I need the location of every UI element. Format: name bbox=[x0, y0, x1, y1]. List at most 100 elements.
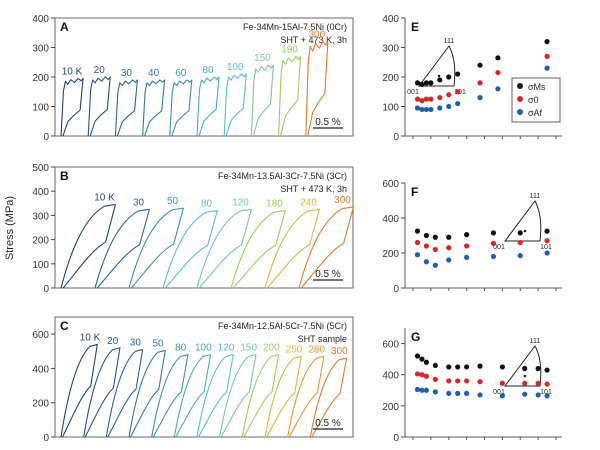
stress-strain-curve bbox=[241, 354, 280, 438]
data-point bbox=[495, 69, 501, 76]
curve-temperature-label: 80 bbox=[201, 199, 213, 210]
stress-strain-curve bbox=[151, 354, 189, 438]
data-point bbox=[432, 362, 438, 368]
stress-strain-curve bbox=[196, 354, 234, 438]
data-point bbox=[544, 65, 550, 71]
curve-temperature-label: 190 bbox=[281, 44, 298, 55]
y-tick-label: 300 bbox=[32, 211, 49, 222]
y-tick-label: 300 bbox=[382, 44, 399, 55]
data-point bbox=[517, 230, 523, 236]
panel-subtitle: SHT + 473 K, 3h bbox=[280, 184, 347, 194]
stress-strain-curve bbox=[287, 355, 325, 438]
pole-label-111: 111 bbox=[530, 193, 541, 200]
data-point bbox=[414, 105, 421, 111]
data-point bbox=[428, 96, 434, 102]
legend-label: σAf bbox=[528, 108, 543, 118]
data-point bbox=[414, 386, 421, 393]
data-point bbox=[423, 96, 430, 102]
y-tick-label: 200 bbox=[382, 73, 399, 84]
stress-strain-curve bbox=[60, 203, 116, 289]
stress-strain-curve bbox=[94, 208, 150, 289]
stress-strain-curve bbox=[196, 208, 252, 289]
curve-temperature-label: 240 bbox=[300, 197, 317, 208]
y-tick-label: 200 bbox=[32, 73, 49, 84]
data-point bbox=[499, 380, 505, 386]
data-point bbox=[490, 253, 497, 260]
stress-strain-curve bbox=[264, 355, 302, 438]
data-point bbox=[455, 71, 461, 77]
data-point bbox=[423, 373, 430, 379]
panel-letter: G bbox=[411, 330, 420, 344]
data-point bbox=[428, 80, 434, 86]
scale-bar-label: 0.5 % bbox=[315, 117, 341, 128]
scale-bar-label: 0.5 % bbox=[315, 269, 341, 280]
data-point bbox=[414, 228, 421, 234]
data-point bbox=[437, 77, 443, 83]
pole-label-111: 111 bbox=[530, 338, 541, 345]
data-point bbox=[499, 364, 505, 370]
panel-letter: A bbox=[60, 20, 69, 34]
data-point bbox=[455, 390, 461, 396]
data-point bbox=[414, 96, 421, 102]
y-tick-label: 200 bbox=[382, 402, 399, 413]
data-point bbox=[446, 234, 452, 240]
data-point bbox=[414, 353, 421, 359]
data-point bbox=[464, 364, 470, 370]
curve-temperature-label: 50 bbox=[167, 196, 179, 207]
pole-label-101: 101 bbox=[540, 389, 552, 396]
data-point bbox=[544, 393, 550, 399]
curve-temperature-label: 80 bbox=[202, 65, 214, 76]
data-point bbox=[495, 86, 501, 92]
data-point bbox=[544, 381, 550, 387]
data-point bbox=[446, 257, 452, 263]
data-point bbox=[446, 103, 452, 110]
data-point bbox=[490, 240, 497, 246]
panel-subtitle: SHT + 473 K, 3h bbox=[280, 35, 347, 45]
pole-figure-marker bbox=[437, 74, 441, 78]
panel-b: 0 100 200 300 400 500 B Fe-34Mn-13.5Al-3Cr-7.5N… bbox=[32, 163, 354, 295]
y-tick-label: 400 bbox=[382, 14, 399, 25]
data-point bbox=[544, 53, 550, 59]
stress-strain-curve bbox=[309, 357, 348, 438]
y-tick-label: 400 bbox=[32, 187, 49, 198]
data-point bbox=[499, 393, 505, 399]
data-point bbox=[423, 387, 430, 393]
data-point bbox=[414, 80, 421, 86]
panel-frame bbox=[54, 166, 354, 289]
data-point bbox=[437, 95, 443, 101]
y-tick-label: 400 bbox=[32, 14, 49, 25]
data-point bbox=[446, 364, 452, 370]
legend-marker bbox=[517, 96, 523, 102]
data-point bbox=[446, 74, 452, 80]
y-tick-label: 0 bbox=[393, 284, 399, 295]
stress-strain-curve bbox=[196, 76, 220, 137]
data-point bbox=[446, 378, 452, 384]
data-point bbox=[419, 356, 425, 362]
data-point bbox=[464, 232, 470, 238]
curve-temperature-label: 300 bbox=[331, 346, 348, 357]
curve-temperature-label: 60 bbox=[175, 68, 187, 79]
stress-strain-curve bbox=[223, 73, 247, 137]
y-tick-label: 600 bbox=[382, 179, 399, 190]
curve-temperature-label: 30 bbox=[130, 338, 142, 349]
panel-f: 0 200 400 600 F 111 001 101 bbox=[382, 179, 562, 295]
data-point bbox=[437, 105, 443, 111]
panel-e: 0100200300400E111001101σMsσ0σAf bbox=[382, 14, 562, 143]
pole-figure-triangle bbox=[504, 345, 542, 387]
curve-temperature-label: 150 bbox=[240, 343, 257, 354]
data-point bbox=[432, 246, 438, 253]
y-tick-label: 0 bbox=[393, 132, 399, 143]
y-tick-label: 600 bbox=[32, 330, 49, 341]
y-tick-label: 400 bbox=[382, 214, 399, 225]
panel-title: Fe-34Mn-13.5Al-3Cr-7.5Ni (3Cr) bbox=[218, 171, 347, 181]
data-point bbox=[477, 363, 483, 369]
panel-letter: C bbox=[60, 319, 69, 333]
stress-strain-curve bbox=[114, 79, 138, 137]
legend-label: σMs bbox=[528, 82, 546, 92]
pole-label-101: 101 bbox=[540, 244, 552, 251]
legend-label: σ0 bbox=[528, 95, 539, 105]
data-point bbox=[414, 252, 421, 258]
panel-letter: F bbox=[411, 185, 418, 199]
data-point bbox=[446, 390, 452, 396]
y-tick-label: 300 bbox=[32, 44, 49, 55]
